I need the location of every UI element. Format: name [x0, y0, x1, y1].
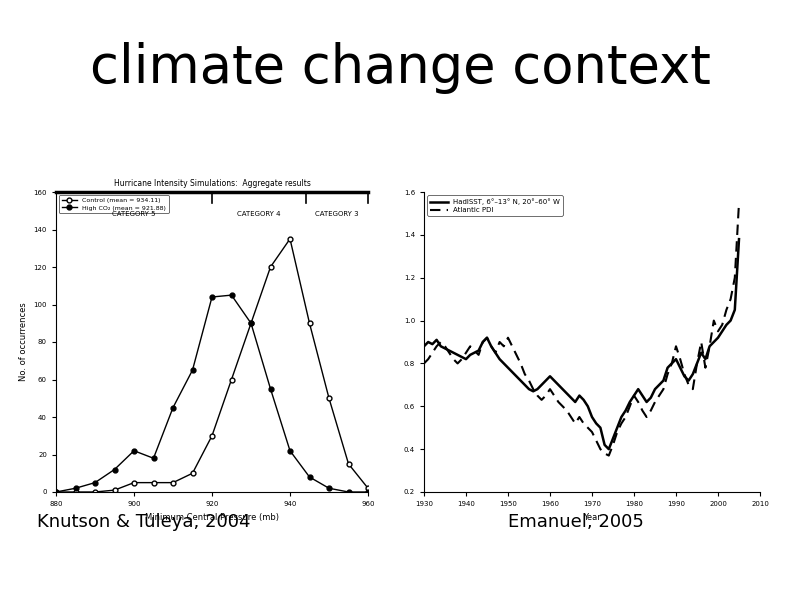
- Atlantic PDI: [604, 452, 614, 459]
- HadISST, 6°–13° N, 20°–60° W: [529, 388, 538, 395]
- HadISST, 6°–13° N, 20°–60° W: [675, 364, 685, 371]
- High CO₂ (mean = 921.88): [363, 488, 373, 496]
- High CO₂ (mean = 921.88): [168, 404, 178, 411]
- Legend: HadISST, 6°–13° N, 20°–60° W, Atlantic PDI: HadISST, 6°–13° N, 20°–60° W, Atlantic P…: [427, 196, 563, 216]
- High CO₂ (mean = 921.88): [286, 447, 295, 454]
- HadISST, 6°–13° N, 20°–60° W: [734, 236, 744, 243]
- Atlantic PDI: [634, 398, 643, 406]
- Text: Emanuel, 2005: Emanuel, 2005: [508, 513, 644, 531]
- Control (mean = 934.11): [51, 488, 61, 496]
- X-axis label: Year: Year: [583, 512, 601, 521]
- Atlantic PDI: [675, 356, 685, 363]
- HadISST, 6°–13° N, 20°–60° W: [583, 403, 593, 410]
- High CO₂ (mean = 921.88): [344, 488, 354, 496]
- Control (mean = 934.11): [149, 479, 158, 486]
- Control (mean = 934.11): [70, 488, 80, 496]
- Y-axis label: No. of occurrences: No. of occurrences: [19, 302, 28, 382]
- Line: High CO₂ (mean = 921.88): High CO₂ (mean = 921.88): [54, 293, 370, 494]
- HadISST, 6°–13° N, 20°–60° W: [449, 349, 458, 356]
- Atlantic PDI: [419, 360, 429, 367]
- HadISST, 6°–13° N, 20°–60° W: [625, 398, 634, 406]
- Control (mean = 934.11): [286, 235, 295, 242]
- High CO₂ (mean = 921.88): [51, 488, 61, 496]
- Control (mean = 934.11): [305, 320, 314, 327]
- High CO₂ (mean = 921.88): [266, 385, 275, 392]
- Control (mean = 934.11): [266, 263, 275, 271]
- Text: climate change context: climate change context: [90, 42, 710, 94]
- Legend: Control (mean = 934.11), High CO₂ (mean = 921.88): Control (mean = 934.11), High CO₂ (mean …: [59, 195, 169, 213]
- High CO₂ (mean = 921.88): [130, 447, 139, 454]
- High CO₂ (mean = 921.88): [149, 455, 158, 462]
- Control (mean = 934.11): [130, 479, 139, 486]
- Text: CATEGORY 4: CATEGORY 4: [237, 211, 281, 217]
- High CO₂ (mean = 921.88): [70, 485, 80, 492]
- Atlantic PDI: [583, 424, 593, 431]
- Atlantic PDI: [625, 403, 634, 410]
- HadISST, 6°–13° N, 20°–60° W: [604, 446, 614, 453]
- High CO₂ (mean = 921.88): [226, 292, 236, 299]
- HadISST, 6°–13° N, 20°–60° W: [419, 343, 429, 350]
- Control (mean = 934.11): [188, 470, 198, 477]
- High CO₂ (mean = 921.88): [246, 320, 256, 327]
- Control (mean = 934.11): [246, 320, 256, 327]
- Atlantic PDI: [734, 199, 744, 206]
- High CO₂ (mean = 921.88): [188, 367, 198, 374]
- Title: Hurricane Intensity Simulations:  Aggregate results: Hurricane Intensity Simulations: Aggrega…: [114, 179, 310, 188]
- Atlantic PDI: [529, 386, 538, 393]
- Control (mean = 934.11): [363, 485, 373, 492]
- HadISST, 6°–13° N, 20°–60° W: [634, 386, 643, 393]
- High CO₂ (mean = 921.88): [305, 473, 314, 481]
- Control (mean = 934.11): [324, 395, 334, 402]
- Control (mean = 934.11): [226, 376, 236, 383]
- Control (mean = 934.11): [344, 460, 354, 467]
- Control (mean = 934.11): [90, 488, 100, 496]
- Control (mean = 934.11): [168, 479, 178, 486]
- Text: CATEGORY 5: CATEGORY 5: [112, 211, 156, 217]
- High CO₂ (mean = 921.88): [90, 479, 100, 486]
- Control (mean = 934.11): [110, 487, 119, 494]
- Line: Control (mean = 934.11): Control (mean = 934.11): [54, 236, 370, 494]
- Line: HadISST, 6°–13° N, 20°–60° W: HadISST, 6°–13° N, 20°–60° W: [424, 239, 739, 449]
- High CO₂ (mean = 921.88): [110, 466, 119, 473]
- High CO₂ (mean = 921.88): [207, 293, 217, 301]
- Text: Knutson & Tuleya, 2004: Knutson & Tuleya, 2004: [38, 513, 250, 531]
- Atlantic PDI: [449, 356, 458, 363]
- Text: CATEGORY 3: CATEGORY 3: [315, 211, 358, 217]
- Line: Atlantic PDI: Atlantic PDI: [424, 203, 739, 455]
- X-axis label: Minimum Central Pressure (mb): Minimum Central Pressure (mb): [145, 512, 279, 521]
- Control (mean = 934.11): [207, 432, 217, 439]
- High CO₂ (mean = 921.88): [324, 485, 334, 492]
